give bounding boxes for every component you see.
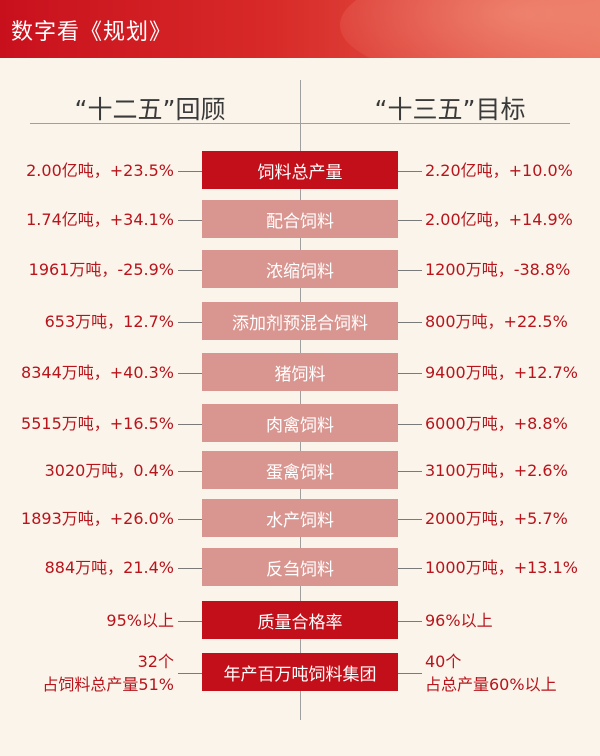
right-value: 1200万吨，-38.8% [425, 260, 571, 279]
left-value-count: 32个 [137, 652, 174, 671]
right-value: 96%以上 [425, 611, 493, 630]
right-value-count: 40个 [425, 652, 462, 671]
header-bar: 数字看《规划》 [0, 0, 600, 58]
row-label: 年产百万吨饲料集团 [202, 653, 398, 691]
right-value: 2.20亿吨，+10.0% [425, 161, 573, 180]
left-value: 1961万吨，-25.9% [28, 260, 174, 279]
row-label: 浓缩饲料 [202, 250, 398, 288]
row-label: 反刍饲料 [202, 548, 398, 586]
row-label: 添加剂预混合饲料 [202, 302, 398, 340]
right-value: 2000万吨，+5.7% [425, 509, 568, 528]
left-value: 8344万吨，+40.3% [21, 363, 174, 382]
row-label: 饲料总产量 [202, 151, 398, 189]
right-value: 3100万吨，+2.6% [425, 461, 568, 480]
row-label: 肉禽饲料 [202, 404, 398, 442]
left-value: 3020万吨，0.4% [44, 461, 174, 480]
left-value-share: 占饲料总产量51% [42, 675, 174, 694]
row-label: 质量合格率 [202, 601, 398, 639]
right-value: 9400万吨，+12.7% [425, 363, 578, 382]
center-divider [300, 80, 301, 720]
left-value: 1893万吨，+26.0% [21, 509, 174, 528]
page-title: 数字看《规划》 [11, 20, 173, 45]
row-label: 蛋禽饲料 [202, 451, 398, 489]
right-value: 800万吨，+22.5% [425, 312, 568, 331]
right-column-title: “十三五”目标 [374, 95, 526, 124]
right-value-share: 占总产量60%以上 [425, 675, 557, 694]
left-value: 95%以上 [106, 611, 174, 630]
right-value: 6000万吨，+8.8% [425, 414, 568, 433]
row-label: 水产饲料 [202, 499, 398, 537]
left-value: 1.74亿吨，+34.1% [26, 210, 174, 229]
left-column-title: “十二五”回顾 [74, 95, 226, 124]
right-value: 2.00亿吨，+14.9% [425, 210, 573, 229]
row-label: 猪饲料 [202, 353, 398, 391]
row-label: 配合饲料 [202, 200, 398, 238]
header-decoration [340, 0, 600, 58]
left-value: 653万吨，12.7% [44, 312, 174, 331]
left-value: 884万吨，21.4% [44, 558, 174, 577]
right-value: 1000万吨，+13.1% [425, 558, 578, 577]
left-value: 2.00亿吨，+23.5% [26, 161, 174, 180]
left-value: 5515万吨，+16.5% [21, 414, 174, 433]
